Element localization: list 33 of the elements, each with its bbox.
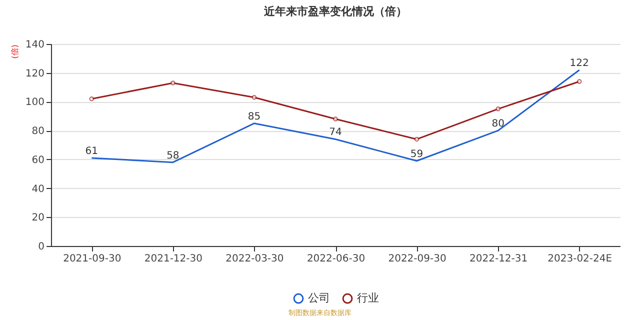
legend-label: 公司 (308, 292, 330, 305)
x-tick-label: 2022-06-30 (306, 254, 366, 264)
data-label: 59 (410, 148, 424, 160)
point (496, 106, 500, 112)
chart-title: 近年来市盈率变化情况（倍） (263, 5, 407, 18)
x-tick-label: 2022-03-30 (226, 254, 284, 264)
y-tick-label: 80 (32, 126, 44, 138)
x-tick-label: 2023-02-24E (548, 254, 612, 264)
point (89, 96, 94, 102)
y-tick-label: 100 (25, 97, 44, 108)
legend-label: 行业 (357, 292, 379, 305)
point (576, 79, 582, 84)
y-tick-label: 140 (25, 40, 44, 50)
x-tick-label: 2022-09-30 (388, 254, 446, 264)
data-label: 122 (570, 58, 589, 69)
y-tick-label: 20 (32, 212, 44, 224)
x-tick-label: 2021-09-30 (63, 254, 122, 264)
x-tick-label: 2022-12-31 (470, 254, 528, 264)
data-label: 61 (85, 146, 98, 157)
y-tick-label: 120 (25, 68, 44, 80)
y-tick-label: 0 (38, 242, 44, 252)
data-label: 80 (492, 118, 504, 130)
data-label: 74 (329, 127, 342, 138)
y-tick-label: 60 (32, 154, 44, 166)
x-tick-label: 2021-12-30 (144, 254, 202, 264)
data-label: 58 (166, 150, 180, 162)
y-axis-title: (倍) (10, 44, 20, 59)
point (414, 136, 420, 142)
point (252, 95, 257, 100)
data-label: 85 (248, 111, 261, 122)
y-tick-label: 40 (32, 184, 44, 195)
point (170, 80, 176, 86)
point (333, 116, 338, 122)
